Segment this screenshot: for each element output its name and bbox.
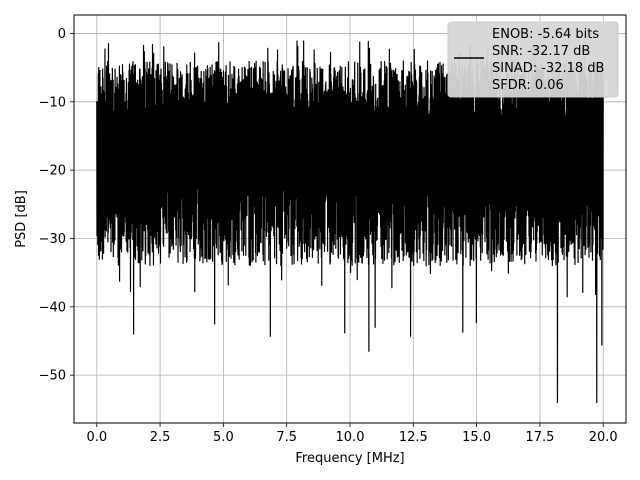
- x-tick-label: 7.5: [276, 430, 297, 445]
- x-tick-label: 20.0: [589, 430, 618, 445]
- x-tick-label: 17.5: [525, 430, 554, 445]
- y-axis-ticks: 0 −10 −20 −30 −40 −50: [39, 27, 74, 384]
- y-tick-label: −50: [39, 369, 66, 384]
- x-tick-label: 0.0: [86, 430, 107, 445]
- legend-entry-sfdr: SFDR: 0.06: [492, 78, 564, 93]
- legend-entry-snr: SNR: -32.17 dB: [492, 44, 590, 59]
- y-axis-label: PSD [dB]: [14, 190, 29, 248]
- legend-entry-enob: ENOB: -5.64 bits: [492, 27, 599, 42]
- x-tick-label: 2.5: [150, 430, 171, 445]
- x-axis-label: Frequency [MHz]: [295, 451, 404, 466]
- x-tick-label: 5.0: [213, 430, 234, 445]
- x-axis-ticks: 0.0 2.5 5.0 7.5 10.0 12.5 15.0 17.5 20.0: [86, 423, 618, 445]
- psd-line: [96, 40, 604, 404]
- legend-entry-sinad: SINAD: -32.18 dB: [492, 61, 604, 76]
- legend-box: [447, 21, 619, 98]
- y-tick-label: −40: [39, 300, 66, 315]
- x-tick-label: 12.5: [399, 430, 428, 445]
- y-tick-label: −10: [39, 95, 66, 110]
- psd-series: [96, 40, 604, 404]
- y-tick-label: −20: [39, 164, 66, 179]
- y-tick-label: 0: [58, 27, 66, 42]
- x-tick-label: 10.0: [336, 430, 365, 445]
- x-tick-label: 15.0: [462, 430, 491, 445]
- y-tick-label: −30: [39, 232, 66, 247]
- legend: ENOB: -5.64 bits SNR: -32.17 dB SINAD: -…: [447, 21, 619, 98]
